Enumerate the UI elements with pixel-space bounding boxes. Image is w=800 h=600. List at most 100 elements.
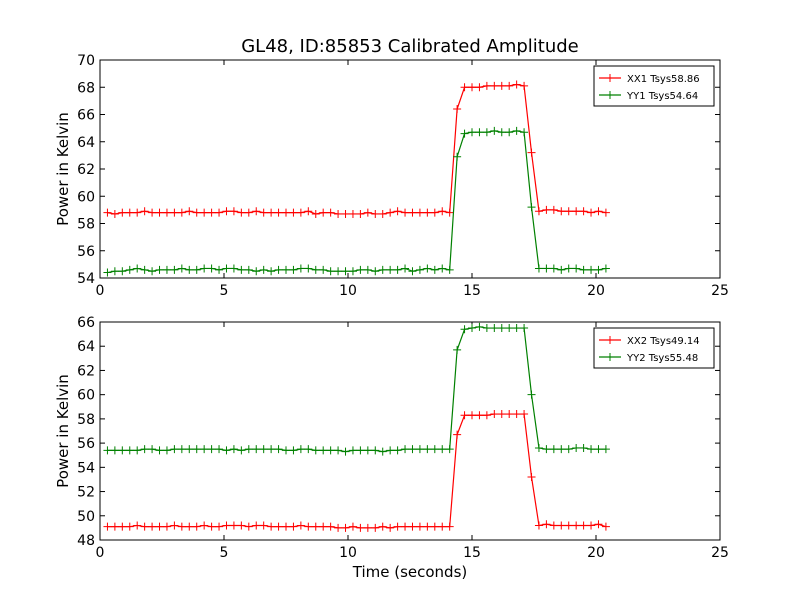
data-point-marker bbox=[542, 264, 551, 273]
y-tick-label: 58 bbox=[77, 217, 95, 233]
data-point-marker bbox=[430, 265, 439, 274]
x-tick-label: 0 bbox=[96, 283, 105, 299]
legend-box bbox=[593, 327, 715, 369]
data-point-marker bbox=[341, 523, 350, 532]
data-point-marker bbox=[282, 522, 290, 531]
legend-swatch-marker bbox=[606, 74, 614, 82]
data-point-marker bbox=[140, 522, 149, 531]
data-point-marker bbox=[170, 265, 179, 274]
data-point-marker bbox=[348, 446, 357, 455]
data-point-marker bbox=[296, 445, 305, 454]
data-point-marker bbox=[527, 390, 536, 399]
data-point-marker bbox=[162, 265, 171, 274]
data-point-marker bbox=[371, 209, 380, 218]
data-point-marker bbox=[356, 446, 365, 455]
data-point-marker bbox=[148, 267, 157, 276]
data-point-marker bbox=[460, 129, 469, 138]
data-point-marker bbox=[468, 324, 476, 333]
x-tick-label: 25 bbox=[711, 545, 729, 561]
data-point-marker bbox=[512, 80, 521, 89]
data-point-marker bbox=[319, 208, 328, 217]
data-point-marker bbox=[527, 148, 536, 157]
data-point-marker bbox=[356, 265, 365, 274]
data-point-marker bbox=[334, 446, 343, 455]
data-point-marker bbox=[334, 209, 343, 218]
data-point-marker bbox=[207, 208, 216, 217]
data-point-marker bbox=[520, 324, 529, 333]
data-point-marker bbox=[252, 521, 261, 530]
data-point-marker bbox=[594, 445, 603, 454]
x-tick-label: 25 bbox=[711, 283, 729, 299]
data-point-marker bbox=[572, 521, 581, 530]
data-point-marker bbox=[148, 445, 157, 454]
data-point-marker bbox=[192, 445, 201, 454]
data-point-marker bbox=[296, 264, 305, 273]
data-point-marker bbox=[415, 265, 424, 274]
data-point-marker bbox=[401, 445, 410, 454]
data-point-marker bbox=[415, 445, 424, 454]
data-point-marker bbox=[408, 445, 417, 454]
data-point-marker bbox=[527, 473, 536, 482]
chart-1: 0 5 10 15 20 25 54 56 58 60 62 64 66 68 70 GL48, ID:858… bbox=[54, 36, 729, 299]
data-point-marker bbox=[103, 446, 112, 455]
data-point-marker bbox=[177, 264, 186, 273]
data-point-marker bbox=[103, 208, 112, 217]
data-point-marker bbox=[453, 105, 462, 114]
data-point-marker bbox=[393, 522, 402, 531]
data-point-marker bbox=[244, 445, 253, 454]
data-point-marker bbox=[490, 410, 499, 419]
data-point-marker bbox=[490, 324, 499, 333]
data-point-marker bbox=[438, 522, 447, 531]
y-tick-label: 70 bbox=[77, 53, 95, 69]
y-tick-label: 64 bbox=[77, 339, 95, 355]
data-point-marker bbox=[579, 443, 588, 452]
data-point-marker bbox=[587, 265, 596, 274]
legend-swatch-marker bbox=[606, 336, 614, 344]
data-point-marker bbox=[475, 411, 484, 420]
data-point-marker bbox=[572, 207, 581, 216]
data-point-marker bbox=[549, 445, 558, 454]
y-tick-label: 62 bbox=[77, 363, 95, 379]
data-point-marker bbox=[155, 446, 164, 455]
data-point-marker bbox=[401, 264, 410, 273]
data-point-marker bbox=[482, 324, 491, 333]
data-point-marker bbox=[311, 265, 320, 274]
data-point-marker bbox=[185, 522, 194, 531]
data-point-marker bbox=[304, 445, 313, 454]
data-point-marker bbox=[408, 208, 417, 217]
chart-2: 0 5 10 15 20 25 48 50 52 54 56 58 60 62 64 66 Power in K… bbox=[54, 315, 729, 581]
data-point-marker bbox=[475, 322, 484, 331]
data-point-marker bbox=[534, 264, 543, 273]
data-point-marker bbox=[445, 522, 454, 531]
data-point-marker bbox=[587, 208, 596, 217]
data-point-marker bbox=[438, 445, 447, 454]
data-point-marker bbox=[252, 267, 261, 276]
data-point-marker bbox=[103, 268, 112, 277]
data-point-marker bbox=[363, 446, 372, 455]
data-point-marker bbox=[497, 324, 506, 333]
data-point-marker bbox=[445, 208, 454, 217]
data-point-marker bbox=[341, 209, 350, 218]
data-point-marker bbox=[244, 265, 253, 274]
data-point-marker bbox=[423, 208, 432, 217]
data-point-marker bbox=[222, 521, 231, 530]
data-point-marker bbox=[356, 523, 365, 532]
legend-entry-label: XX1 Tsys58.86 bbox=[627, 74, 700, 85]
legend-swatch-marker bbox=[606, 353, 614, 361]
data-point-marker bbox=[259, 521, 268, 530]
data-point-marker bbox=[572, 443, 581, 452]
data-point-marker bbox=[244, 208, 253, 217]
x-tick-label: 20 bbox=[587, 283, 605, 299]
data-point-marker bbox=[408, 522, 417, 531]
y-tick-label: 60 bbox=[77, 189, 95, 205]
data-point-marker bbox=[229, 207, 238, 216]
data-point-marker bbox=[497, 410, 506, 419]
data-point-marker bbox=[133, 446, 142, 455]
y-tick-label: 48 bbox=[77, 533, 95, 549]
data-point-marker bbox=[348, 267, 357, 276]
data-point-marker bbox=[564, 264, 573, 273]
data-point-marker bbox=[274, 522, 283, 531]
data-point-marker bbox=[460, 83, 469, 92]
data-point-marker bbox=[512, 410, 521, 419]
data-point-marker bbox=[200, 264, 209, 273]
